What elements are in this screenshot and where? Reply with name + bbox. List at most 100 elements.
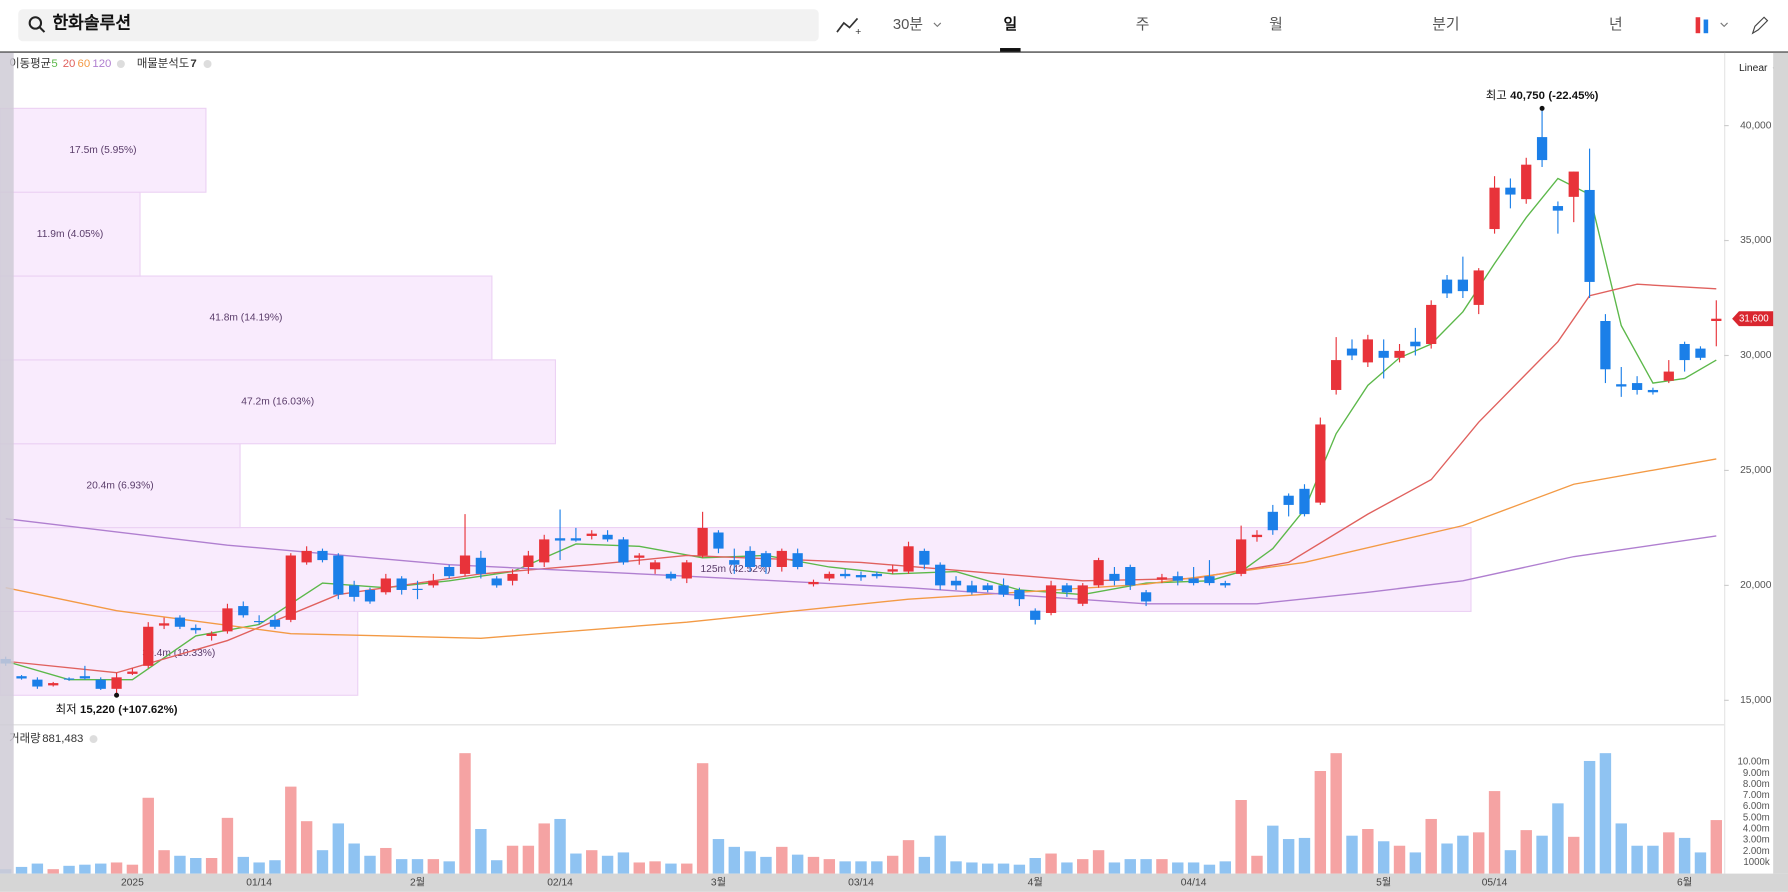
candle-body — [412, 588, 423, 590]
candle-body — [428, 580, 439, 586]
ma-legend: 5 — [51, 58, 57, 70]
period-tab[interactable]: 일 — [1003, 16, 1017, 33]
plus-icon: + — [855, 27, 861, 38]
volume-bar — [1710, 820, 1722, 874]
candle-body — [222, 608, 233, 632]
candle-icon[interactable] — [1695, 17, 1701, 34]
candle-body — [349, 585, 360, 597]
candle-body — [79, 676, 91, 679]
volume-bar — [871, 861, 883, 874]
volume-tick-label: 8.00m — [1743, 779, 1770, 790]
period-tab[interactable]: 분기 — [1432, 16, 1459, 33]
volume-bar — [1251, 855, 1263, 874]
volume-bar — [316, 850, 329, 874]
profile-label: 11.9m (4.05%) — [37, 229, 103, 240]
candle-body — [1394, 350, 1405, 358]
candle-body — [760, 553, 772, 567]
candle-body — [729, 560, 740, 565]
candle-body — [238, 606, 249, 616]
volume-bar — [269, 860, 281, 874]
candle-body — [1030, 610, 1041, 620]
volume-bar — [1631, 845, 1643, 874]
candle-body — [808, 581, 819, 585]
candle-body — [950, 580, 962, 586]
volume-bar — [253, 862, 265, 874]
scale-label[interactable]: Linear — [1739, 63, 1768, 74]
candle-body — [840, 573, 851, 577]
candle-body — [1061, 585, 1073, 593]
candle-body — [1647, 389, 1659, 393]
period-tab[interactable]: 월 — [1269, 16, 1283, 33]
chart-type-icon[interactable] — [836, 17, 859, 33]
x-tick-label: 02/14 — [547, 877, 573, 888]
period-tab[interactable]: 주 — [1136, 17, 1150, 33]
frame-left — [0, 52, 14, 874]
annotation-part: (-22.45%) — [1548, 90, 1598, 102]
annotation-part: (+107.62%) — [118, 704, 177, 716]
candle-icon[interactable] — [1703, 19, 1709, 34]
volume-bar — [491, 860, 503, 874]
candle-body — [1695, 348, 1706, 358]
volume-bar — [1362, 829, 1374, 874]
volume-bar — [1298, 837, 1311, 874]
volume-bar — [1187, 862, 1200, 874]
candle-body — [570, 538, 582, 541]
volume-bar — [1013, 864, 1026, 874]
search-query[interactable]: 한화솔루션 — [52, 14, 131, 33]
candle-body — [48, 683, 59, 686]
volume-bar — [1583, 760, 1596, 874]
volume-bar — [1536, 835, 1548, 874]
volume-bar — [538, 823, 550, 874]
candle-body — [776, 550, 787, 567]
annotation-part: 15,220 — [80, 704, 115, 716]
candle-body — [1346, 348, 1358, 356]
volume-bar — [982, 863, 994, 874]
volume-bar — [364, 855, 376, 874]
volume-bar — [934, 835, 946, 874]
candle-body — [174, 617, 186, 627]
period-tab[interactable]: 년 — [1609, 16, 1623, 33]
volume-bar — [190, 858, 202, 874]
volume-tick-label: 3.00m — [1743, 835, 1770, 846]
candle-body — [649, 562, 661, 570]
search-icon — [28, 16, 43, 30]
candle-body — [190, 627, 201, 631]
candle-body — [1077, 585, 1088, 604]
volume-bar — [95, 863, 107, 874]
edit-icon[interactable] — [1751, 16, 1769, 35]
candle-body — [855, 575, 867, 578]
candle-body — [1125, 566, 1136, 586]
search-box[interactable] — [18, 9, 819, 42]
volume-bar — [1678, 837, 1691, 874]
ma-legend: 20 — [63, 58, 76, 70]
candle-body — [681, 562, 692, 579]
candle-body — [523, 555, 534, 567]
ma-label: 이동평균 — [9, 57, 51, 70]
candle-body — [1109, 573, 1120, 581]
close-icon — [89, 735, 98, 744]
volume-bar — [1663, 832, 1675, 874]
annotation-part: 최고 — [1486, 89, 1507, 102]
profile-count: 7 — [190, 58, 196, 70]
x-tick-label: 5월 — [1376, 876, 1391, 888]
candle-body — [1679, 343, 1690, 361]
profile-band — [0, 443, 241, 529]
frame-right — [1773, 52, 1788, 874]
candle-body — [792, 553, 803, 567]
y-tick-label: 30,000 — [1740, 350, 1772, 361]
candle-body — [491, 578, 502, 586]
x-tick-label: 01/14 — [246, 877, 272, 888]
interval[interactable]: 30분 — [893, 17, 923, 33]
candle-body — [1331, 360, 1342, 390]
candle-body — [1283, 495, 1294, 505]
volume-bar — [586, 850, 598, 874]
candle-body — [253, 621, 265, 623]
volume-bar — [158, 850, 170, 874]
extreme-dot — [114, 692, 120, 698]
volume-bar — [918, 856, 931, 874]
y-tick-label: 25,000 — [1740, 465, 1772, 476]
volume-bar — [570, 853, 582, 874]
candle-body — [475, 557, 486, 574]
candle-body — [1410, 341, 1421, 347]
extreme-dot — [1539, 105, 1545, 111]
